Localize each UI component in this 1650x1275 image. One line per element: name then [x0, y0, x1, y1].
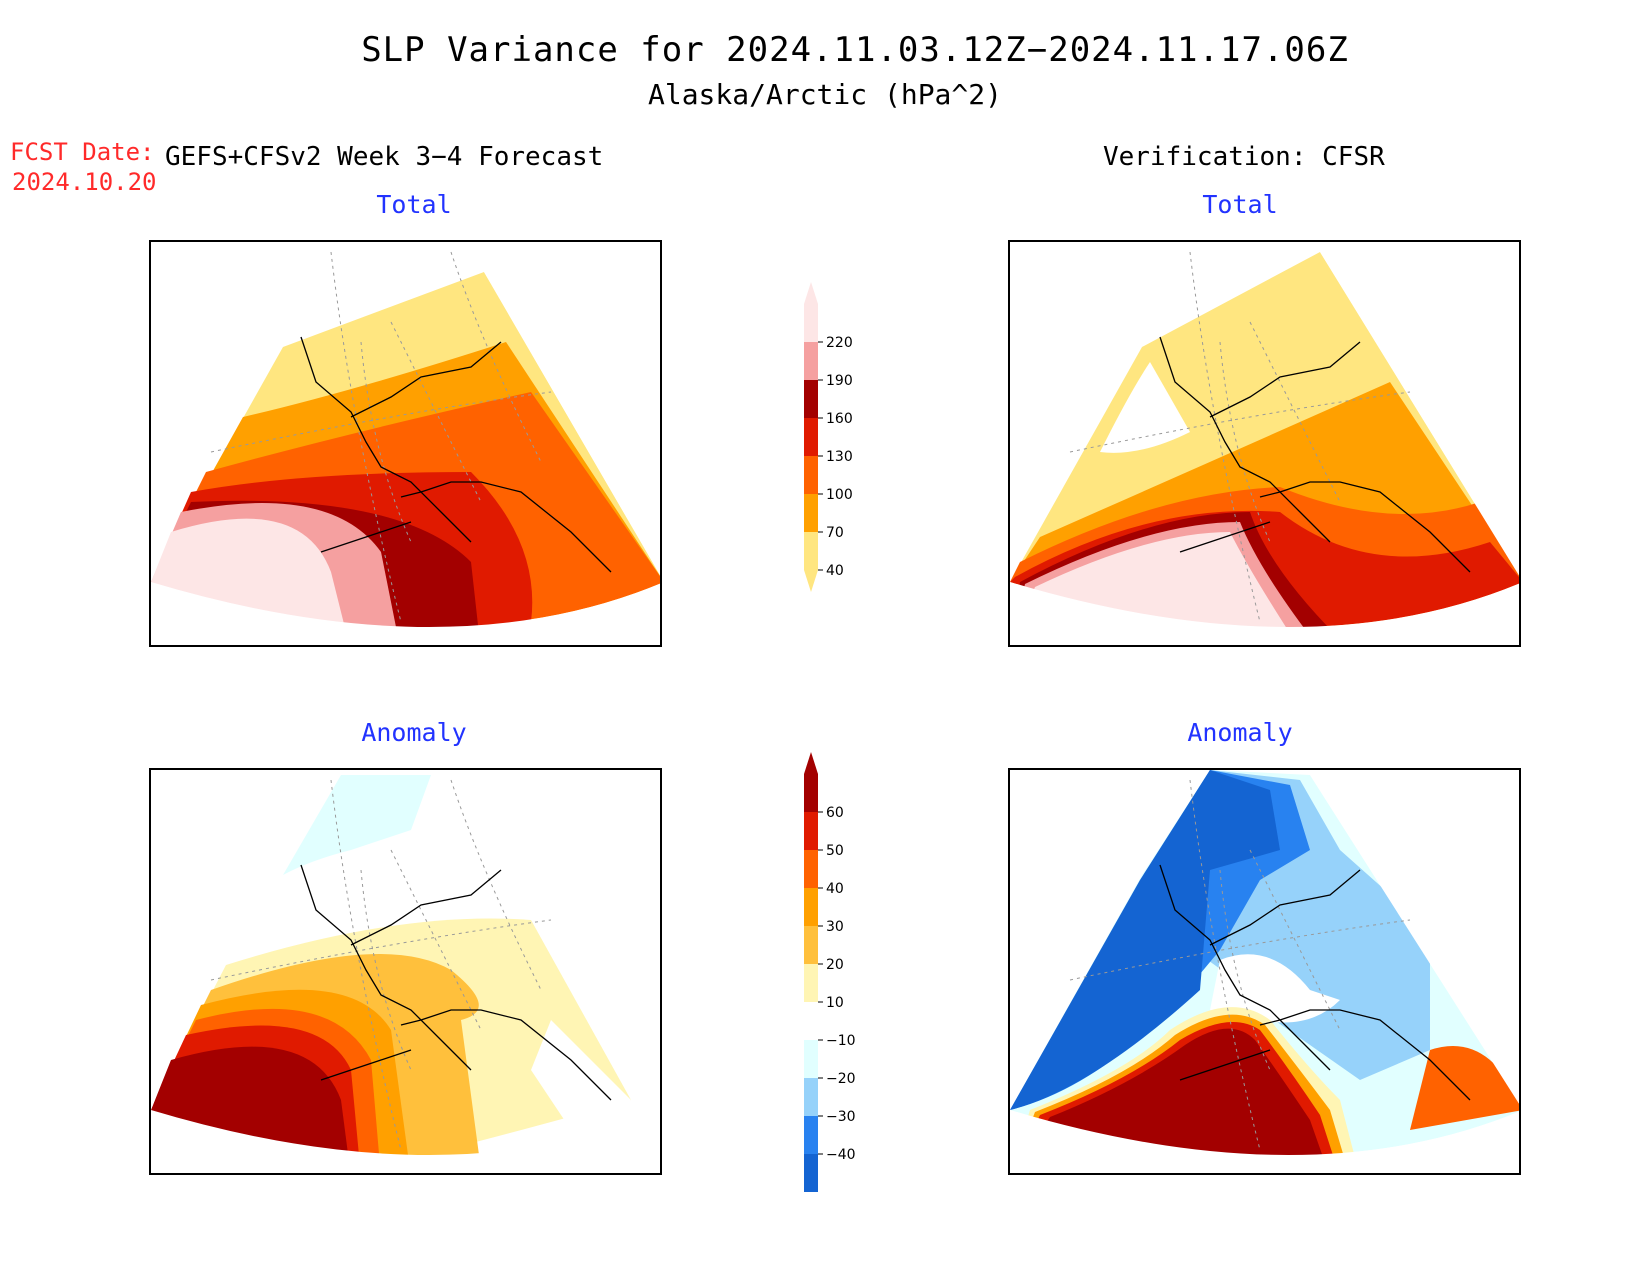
anomaly-colorbar-tick-label: −20	[826, 1071, 856, 1087]
verification-header: Verification: CFSR	[1103, 142, 1385, 172]
total-colorbar-tick-label: 160	[826, 411, 853, 427]
colorbar-anomaly: −40 −30 −20 −10 10 20 30 40 50 60	[804, 752, 856, 1192]
anomaly-colorbar-swatch	[804, 964, 818, 1002]
anomaly-colorbar-tick-label: 10	[826, 995, 844, 1011]
total-colorbar-swatch	[804, 304, 818, 342]
anomaly-colorbar-swatch	[804, 888, 818, 926]
anomaly-colorbar-tick-label: −10	[826, 1033, 856, 1049]
anomaly-colorbar-tick-label: 60	[826, 805, 844, 821]
total-colorbar-swatch	[804, 342, 818, 380]
anomaly-colorbar-swatch	[804, 812, 818, 850]
panel-title-fcst-anomaly: Anomaly	[361, 718, 467, 747]
fcst-date-label: FCST Date:	[10, 138, 155, 166]
anomaly-colorbar-tick-label: −30	[826, 1109, 856, 1125]
map-panel-verification-anomaly	[1008, 768, 1521, 1175]
total-colorbar-tick-label: 130	[826, 449, 853, 465]
total-colorbar-swatch	[804, 380, 818, 418]
total-colorbar-tick-label: 40	[826, 563, 844, 579]
total-colorbar-swatch	[804, 532, 818, 570]
map-subtitle: Alaska/Arctic (hPa^2)	[647, 78, 1002, 111]
anomaly-colorbar-tick-label: 30	[826, 919, 844, 935]
anomaly-colorbar-swatch	[804, 1040, 818, 1078]
total-colorbar-tick-label: 190	[826, 373, 853, 389]
total-colorbar-tick-label: 100	[826, 487, 853, 503]
anomaly-colorbar-tick-label: 40	[826, 881, 844, 897]
colorbar-total: 40 70 100 130 160 190 220	[804, 282, 853, 592]
fcst-date-value: 2024.10.20	[12, 168, 157, 196]
map-panel-forecast-total	[149, 240, 662, 647]
total-colorbar-tick-label: 220	[826, 335, 853, 351]
anomaly-colorbar-tick-label: −40	[826, 1147, 856, 1163]
panel-title-verif-total: Total	[1202, 190, 1278, 219]
anomaly-colorbar-swatch	[804, 774, 818, 812]
total-colorbar-swatch	[804, 418, 818, 456]
anomaly-colorbar-tick-label: 20	[826, 957, 844, 973]
panel-title-verif-anomaly: Anomaly	[1187, 718, 1293, 747]
anomaly-colorbar-swatch	[804, 926, 818, 964]
anomaly-colorbar-arrow-top	[804, 752, 818, 774]
map-title: SLP Variance for 2024.11.03.12Z−2024.11.…	[361, 30, 1349, 70]
map-panel-verification-total	[1008, 240, 1521, 647]
anomaly-colorbar-swatch	[804, 1002, 818, 1040]
anomaly-colorbar-swatch	[804, 1078, 818, 1116]
total-colorbar-tick-label: 70	[826, 525, 844, 541]
map-panel-forecast-anomaly	[149, 768, 662, 1175]
anomaly-colorbar-swatch	[804, 1116, 818, 1154]
anomaly-colorbar-swatch	[804, 850, 818, 888]
anomaly-colorbar-swatch	[804, 1154, 818, 1192]
anomaly-colorbar-tick-label: 50	[826, 843, 844, 859]
total-colorbar-swatch	[804, 494, 818, 532]
total-colorbar-swatch	[804, 456, 818, 494]
forecast-header: GEFS+CFSv2 Week 3−4 Forecast	[165, 142, 604, 172]
total-colorbar-arrow-bottom	[804, 570, 818, 592]
total-colorbar-arrow-top	[804, 282, 818, 304]
panel-title-fcst-total: Total	[376, 190, 452, 219]
